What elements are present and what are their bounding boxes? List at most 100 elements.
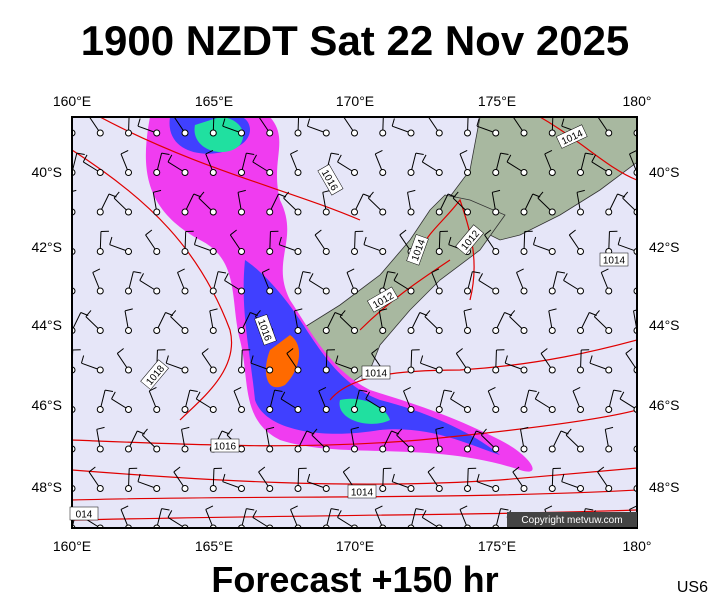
barb-station: [548, 287, 556, 295]
isobar-label-box: [210, 438, 240, 453]
barb-station: [266, 169, 274, 176]
barb-feather: [318, 386, 327, 392]
barb-feather: [500, 508, 509, 511]
barb-feather: [193, 236, 198, 245]
lon-label-top: 170°E: [336, 93, 374, 109]
isobar-label: 1014: [599, 252, 629, 267]
barb-station: [464, 208, 471, 216]
barb-station: [435, 406, 443, 413]
barb-station: [181, 287, 189, 295]
barb-station: [605, 327, 613, 334]
barb-station: [266, 287, 274, 295]
barb-feather: [80, 355, 85, 364]
barb-feather: [605, 426, 614, 430]
barb-feather: [403, 386, 411, 392]
barb-feather: [274, 389, 283, 392]
barb-station: [435, 129, 443, 137]
barb-feather: [561, 473, 565, 482]
barb-feather: [459, 149, 468, 155]
barb-feather: [343, 111, 349, 116]
barb-feather: [537, 191, 544, 199]
barb-station: [322, 366, 330, 374]
barb-feather: [120, 149, 129, 155]
barb-station: [492, 366, 500, 374]
barb-feather: [371, 348, 379, 354]
barb-station: [435, 327, 443, 334]
isobar-label-box: [361, 365, 391, 380]
barb-feather: [137, 118, 141, 127]
lon-label-top: 175°E: [478, 93, 516, 109]
lat-label-left: 48°S: [31, 479, 62, 495]
barb-station: [435, 208, 443, 216]
barb-station: [351, 248, 358, 255]
barb-feather: [391, 118, 395, 127]
barb-station: [125, 366, 132, 374]
barb-station: [238, 445, 245, 453]
barb-feather: [124, 308, 133, 312]
barb-station: [435, 248, 443, 255]
barb-feather: [585, 508, 594, 511]
lat-label-right: 46°S: [649, 397, 680, 413]
barb-feather: [589, 355, 593, 364]
barb-station: [464, 169, 471, 176]
barb-feather: [53, 118, 55, 126]
barb-feather: [375, 149, 383, 155]
barb-feather: [419, 355, 424, 364]
barb-feather: [337, 154, 342, 163]
barb-station: [379, 327, 387, 334]
barb-station: [379, 208, 387, 216]
barb-feather: [252, 510, 257, 518]
barb-feather: [139, 273, 144, 281]
barb-feather: [500, 152, 509, 155]
barb-station: [181, 485, 189, 492]
barb-station: [577, 445, 584, 453]
barb-feather: [224, 273, 229, 281]
barb-feather: [246, 152, 255, 155]
barb-station: [492, 287, 500, 295]
barb-feather: [421, 154, 427, 163]
lon-label-top: 160°E: [53, 93, 91, 109]
barb-station: [605, 129, 613, 137]
isobar-label: 014: [69, 506, 99, 521]
barb-feather: [598, 111, 604, 116]
barb-feather: [463, 308, 472, 312]
barb-station: [125, 129, 132, 137]
barb-feather: [237, 189, 246, 193]
barb-feather: [576, 189, 585, 193]
barb-feather: [109, 236, 113, 245]
barb-station: [125, 208, 132, 216]
barb-feather: [544, 149, 553, 155]
barb-feather: [472, 271, 481, 274]
barb-station: [238, 366, 245, 374]
barb-feather: [548, 308, 557, 312]
barb-station: [238, 287, 245, 295]
lon-label-bottom: 180°: [623, 538, 652, 554]
barb-station: [294, 169, 302, 176]
barb-feather: [646, 431, 653, 434]
isobar-label-text: 1014: [351, 488, 374, 499]
barb-station: [605, 287, 613, 295]
barb-station: [492, 485, 500, 492]
barb-feather: [569, 229, 576, 236]
barb-feather: [161, 508, 170, 511]
barb-station: [266, 366, 274, 374]
barb-feather: [209, 308, 218, 312]
barb-feather: [198, 191, 205, 199]
barb-feather: [92, 268, 101, 273]
barb-station: [351, 169, 358, 176]
barb-feather: [61, 230, 67, 235]
barb-feather: [350, 426, 359, 430]
barb-station: [407, 208, 415, 216]
barb-feather: [452, 191, 459, 199]
barb-feather: [391, 473, 395, 482]
barb-station: [322, 287, 330, 295]
barb-station: [294, 129, 302, 137]
barb-feather: [393, 273, 399, 281]
barb-feather: [561, 118, 565, 127]
barb-feather: [601, 268, 609, 273]
rain-light: [194, 117, 390, 424]
barb-station: [181, 327, 189, 334]
barb-feather: [421, 510, 427, 518]
barb-feather: [258, 466, 266, 473]
